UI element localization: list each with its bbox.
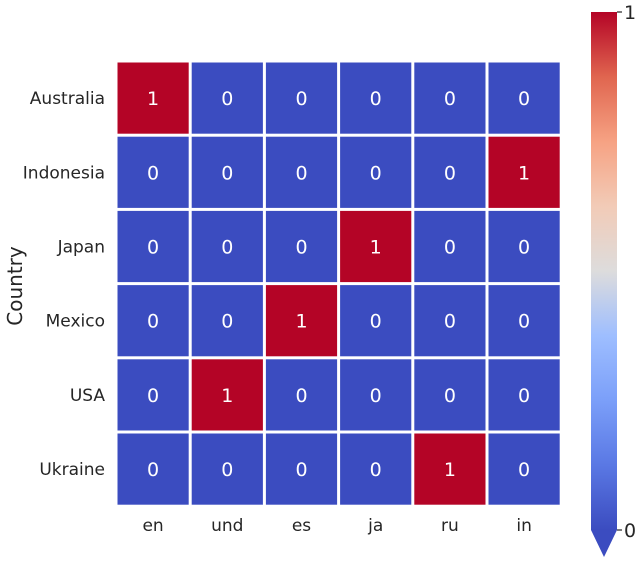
colorbar-extend-min-arrow: [591, 530, 617, 557]
heatmap-grid: 1 0 0 0 0 0 0 0 0 0 0 1 0 0 0 1 0 0 0 0 1 0 0 0 0 1 0 0 0 0 0 0 0 0 1 0: [117, 62, 560, 505]
x-tick-label-und: und: [211, 516, 243, 536]
cell-value-label: 0: [295, 88, 307, 110]
heatmap-cell-japan-ru: [414, 210, 486, 283]
heatmap-cell-mexico-ja: [340, 285, 412, 357]
cell-value-label: 0: [444, 237, 456, 259]
x-axis-tick-labels: en und es ja ru in: [142, 516, 531, 536]
cell-value-label: 0: [295, 162, 307, 184]
cell-value-label: 0: [147, 237, 159, 259]
y-axis-label: Country: [3, 246, 27, 326]
heatmap-cell-ukraine-es: [265, 433, 338, 505]
heatmap-cell-usa-ru: [414, 359, 486, 431]
cell-value-label: 0: [147, 311, 159, 333]
cell-value-label: 0: [518, 237, 530, 259]
x-tick-label-en: en: [142, 516, 163, 536]
heatmap-cell-indonesia-ru: [414, 136, 486, 208]
heatmap-cell-ukraine-in: [488, 433, 560, 505]
heatmap-cell-ukraine-en: [117, 433, 189, 505]
cell-value-label: 0: [147, 459, 159, 481]
y-tick-label-ukraine: Ukraine: [39, 460, 105, 480]
cell-value-label: 0: [370, 459, 382, 481]
cell-value-label: 0: [147, 385, 159, 407]
heatmap-cell-japan-und: [191, 210, 263, 283]
colorbar-tick-label: 1: [624, 2, 636, 24]
cell-value-label: 0: [370, 162, 382, 184]
heatmap-cell-australia-in: [488, 62, 560, 134]
cell-value-label: 0: [518, 459, 530, 481]
cell-value-label: 0: [370, 385, 382, 407]
cell-value-label: 0: [444, 162, 456, 184]
heatmap-cell-usa-und: [191, 359, 263, 431]
heatmap-cell-japan-in: [488, 210, 560, 283]
cell-value-label: 0: [518, 385, 530, 407]
cell-value-label: 0: [370, 88, 382, 110]
cell-value-label: 0: [221, 237, 233, 259]
x-tick-label-in: in: [516, 516, 532, 536]
cell-value-label: 1: [221, 385, 233, 407]
cell-value-label: 0: [370, 311, 382, 333]
y-tick-label-mexico: Mexico: [46, 312, 105, 332]
cell-value-label: 1: [518, 162, 530, 184]
cell-value-label: 1: [147, 88, 159, 110]
heatmap-cell-indonesia-ja: [340, 136, 412, 208]
heatmap-cell-japan-ja: [340, 210, 412, 283]
cell-value-label: 0: [295, 459, 307, 481]
cell-value-label: 0: [295, 385, 307, 407]
heatmap-cell-mexico-es: [265, 285, 338, 357]
cell-value-label: 0: [444, 385, 456, 407]
cell-value-label: 0: [295, 237, 307, 259]
heatmap-cell-japan-es: [265, 210, 338, 283]
cell-value-label: 1: [295, 311, 307, 333]
cell-value-label: 0: [221, 88, 233, 110]
heatmap-cell-ukraine-ru: [414, 433, 486, 505]
heatmap-cell-mexico-ru: [414, 285, 486, 357]
heatmap-cell-indonesia-in: [488, 136, 560, 208]
x-tick-label-ru: ru: [441, 516, 459, 536]
y-axis-tick-labels: Australia Indonesia Japan Mexico USA Ukraine: [23, 89, 106, 480]
colorbar-tick-label: 0: [624, 520, 636, 542]
cell-value-label: 0: [221, 459, 233, 481]
heatmap-cell-indonesia-en: [117, 136, 189, 208]
heatmap-cell-australia-en: [117, 62, 189, 134]
heatmap-cell-mexico-en: [117, 285, 189, 357]
x-tick-label-ja: ja: [367, 516, 383, 536]
heatmap-cell-mexico-in: [488, 285, 560, 357]
cell-value-label: 0: [444, 311, 456, 333]
heatmap-cell-australia-es: [265, 62, 338, 134]
cell-value-label: 0: [444, 88, 456, 110]
colorbar: 01: [591, 2, 636, 557]
heatmap-cell-usa-in: [488, 359, 560, 431]
heatmap-cell-usa-ja: [340, 359, 412, 431]
y-tick-label-usa: USA: [70, 386, 106, 406]
cell-value-label: 1: [370, 237, 382, 259]
heatmap-cell-australia-und: [191, 62, 263, 134]
cell-value-label: 0: [518, 311, 530, 333]
y-tick-label-indonesia: Indonesia: [23, 163, 105, 183]
cell-value-label: 1: [444, 459, 456, 481]
heatmap-cell-australia-ru: [414, 62, 486, 134]
heatmap-cell-australia-ja: [340, 62, 412, 134]
heatmap-cell-usa-es: [265, 359, 338, 431]
heatmap-cell-mexico-und: [191, 285, 263, 357]
heatmap-cell-ukraine-und: [191, 433, 263, 505]
heatmap-cell-usa-en: [117, 359, 189, 431]
cell-value-label: 0: [221, 311, 233, 333]
heatmap-cell-indonesia-es: [265, 136, 338, 208]
colorbar-gradient: [591, 12, 617, 530]
cell-value-label: 0: [518, 88, 530, 110]
heatmap-cell-indonesia-und: [191, 136, 263, 208]
y-tick-label-japan: Japan: [57, 238, 105, 258]
cell-value-label: 0: [147, 162, 159, 184]
heatmap-cell-ukraine-ja: [340, 433, 412, 505]
y-tick-label-australia: Australia: [30, 89, 105, 109]
cell-value-label: 0: [221, 162, 233, 184]
x-tick-label-es: es: [292, 516, 311, 536]
heatmap-cell-japan-en: [117, 210, 189, 283]
